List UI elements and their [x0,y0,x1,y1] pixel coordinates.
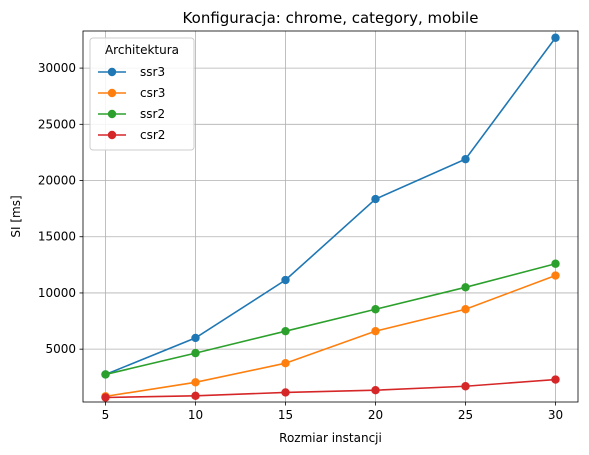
data-point-csr2 [281,388,290,397]
data-point-ssr2 [281,326,290,336]
data-point-ssr2 [191,348,200,358]
x-tick-label: 30 [548,408,563,422]
data-point-csr3 [281,359,290,368]
data-point-csr2 [191,391,200,401]
legend-label-csr2: csr2 [140,128,165,142]
data-point-csr3 [191,378,200,387]
legend-label-csr3: csr3 [140,86,165,100]
axis-ticks: 5 10 15 20 25 30 5000 10000 15000 20000 25000 30000 [38,61,563,422]
legend-marker-ssr3 [107,67,117,77]
y-tick-label: 25000 [38,117,76,131]
data-point-ssr3 [551,33,560,42]
y-tick-label: 10000 [38,286,76,300]
y-axis-label: SI [ms] [9,195,23,237]
legend-label-ssr3: ssr3 [140,65,165,79]
y-tick-label: 15000 [38,230,76,244]
series-line-ssr2 [105,262,556,376]
plot-area-frame [82,30,579,403]
x-tick-label: 5 [102,408,110,422]
series-line-ssr3 [105,37,557,376]
data-point-csr2 [461,382,470,391]
legend-marker-ssr2 [107,109,117,119]
chart-title: Konfiguracja: chrome, category, mobile [183,9,479,27]
x-tick-label: 10 [188,408,203,422]
data-point-ssr3 [461,154,470,164]
x-axis-label: Rozmiar instancji [279,431,382,445]
legend-title: Architektura [105,43,179,57]
series-line-csr3 [105,274,556,398]
data-point-ssr2 [461,283,470,292]
series-line-csr2 [105,378,556,399]
y-tick-label: 20000 [38,174,76,188]
data-point-ssr2 [101,370,110,379]
y-tick-label: 5000 [45,342,76,356]
data-point-ssr2 [371,305,380,314]
legend-items: ssr3 csr3 ssr2 csr2 [98,65,165,142]
data-point-ssr2 [551,259,560,268]
data-point-csr3 [371,326,380,336]
y-tick-label: 30000 [38,61,76,75]
legend-marker-csr2 [107,130,117,140]
data-point-csr3 [461,305,470,314]
series-layer [101,33,560,402]
data-point-ssr3 [191,333,200,343]
x-tick-label: 25 [458,408,473,422]
legend: Architektura ssr3 csr3 ssr2 csr2 [89,37,195,151]
data-point-csr3 [551,271,560,280]
data-point-ssr3 [371,194,380,204]
data-point-ssr3 [281,275,290,285]
x-tick-label: 15 [278,408,293,422]
data-point-csr2 [551,375,560,384]
data-point-csr2 [101,393,110,402]
legend-marker-csr3 [107,88,117,98]
legend-box [89,37,195,151]
x-tick-label: 20 [368,408,383,422]
data-point-csr2 [371,385,380,395]
legend-label-ssr2: ssr2 [140,107,165,121]
